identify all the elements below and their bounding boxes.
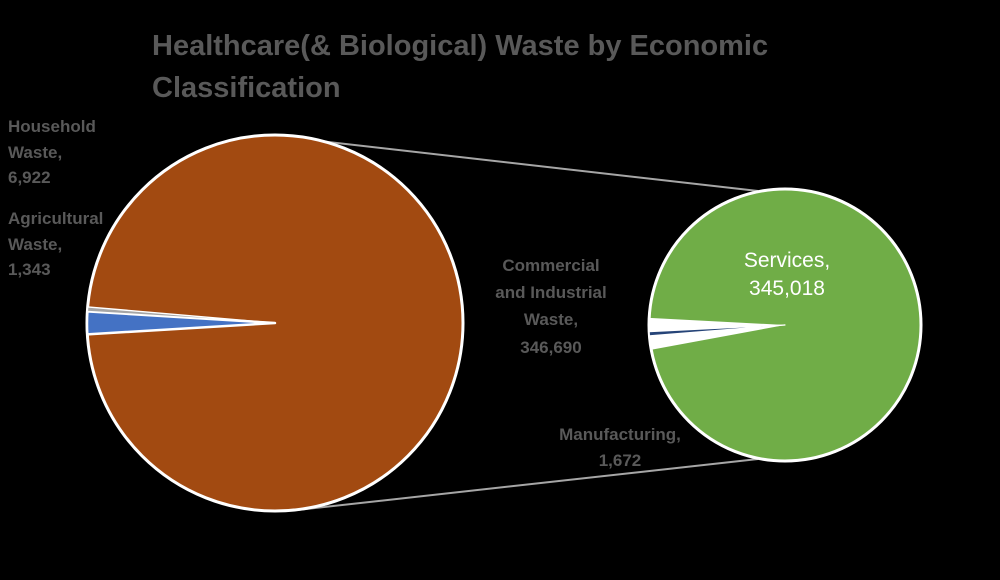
label-agricultural-waste: Agricultural Waste, 1,343: [8, 209, 104, 279]
label-manufacturing: Manufacturing, 1,672: [559, 425, 681, 470]
chart-title: Healthcare(& Biological) Waste by Econom…: [152, 30, 769, 105]
label-services: Services, 345,018: [743, 249, 831, 301]
series-line-top: [301, 138, 759, 192]
label-household-waste: Household Waste, 6,922: [8, 117, 96, 187]
manufacturing-slice: [648, 324, 786, 337]
series-line-bottom: [296, 458, 759, 511]
manufacturing-slice-border: [649, 317, 785, 350]
agricultural-slice: [86, 306, 276, 324]
label-commercial-industrial-waste: Commercial and Industrial Waste, 346,690: [495, 256, 607, 357]
